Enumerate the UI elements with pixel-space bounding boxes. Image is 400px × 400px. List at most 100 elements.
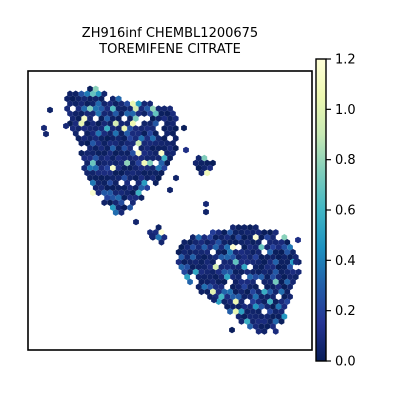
hexbin-cell (247, 273, 253, 281)
hexbin-cell (195, 164, 202, 172)
hexbin-cell (92, 144, 99, 152)
hexbin-cell (287, 243, 293, 251)
hexbin-cell (184, 243, 190, 251)
hexbin-cell (281, 263, 288, 271)
hexbin-cell (227, 268, 233, 276)
hexbin-cell (90, 110, 96, 117)
hexbin-cell (135, 179, 142, 187)
hexbin-cell (158, 110, 165, 117)
hexbin-cell (192, 248, 199, 256)
hexbin-cell (172, 144, 179, 152)
hexbin-cell (118, 159, 125, 167)
hexbin-cell (138, 194, 145, 201)
hexbin-cell (241, 263, 248, 271)
hexbin-cell (278, 258, 285, 266)
hexbin-cell (118, 130, 125, 137)
hexbin-cell (244, 268, 251, 276)
hexbin-cell (230, 283, 236, 291)
hexbin-cell (75, 115, 82, 122)
hexbin-cell (158, 169, 165, 177)
hexbin-cell (87, 85, 93, 93)
hexbin-cell (207, 234, 213, 241)
hexbin-cell (170, 110, 176, 117)
hexbin-cell (110, 184, 116, 192)
hexbin-cell (144, 164, 150, 172)
hexbin-cell (250, 229, 256, 236)
hexbin-cell (118, 140, 125, 147)
hexbin-cell (90, 189, 96, 197)
hexbin-cell (121, 154, 128, 162)
hexbin-cell (267, 258, 273, 266)
hexbin-cell (238, 298, 245, 305)
hexbin-cell (47, 106, 53, 114)
hexbin-cell (252, 224, 259, 231)
hexbin-cell (284, 258, 291, 266)
hexbin-cell (281, 313, 288, 320)
hexbin-cell (272, 229, 279, 236)
hexbin-cell (110, 144, 116, 152)
hexbin-cell (244, 288, 251, 296)
hexbin-cell (130, 199, 136, 206)
hexbin-cell (135, 130, 142, 137)
hexbin-cell (161, 154, 168, 162)
hexbin-cell (67, 110, 73, 117)
hexbin-cell (221, 278, 228, 286)
hexbin-cell (104, 184, 110, 192)
hexbin-cell (195, 253, 202, 261)
hexbin-cell (290, 248, 296, 256)
hexbin-cell (107, 199, 113, 206)
hexbin-cell (250, 278, 256, 286)
hexbin-cell (247, 293, 253, 300)
hexbin-cell (261, 229, 268, 236)
hexbin-cell (147, 110, 153, 117)
hexbin-cell (281, 273, 288, 281)
hexbin-cell (198, 288, 205, 296)
hexbin-cell (95, 100, 102, 107)
hexbin-cell (124, 100, 130, 107)
hexbin-cell (161, 234, 168, 241)
hexbin-cell (87, 164, 93, 172)
hexbin-cell (224, 303, 231, 310)
hexbin-cell (95, 110, 102, 117)
hexbin-cell (292, 273, 299, 281)
hexbin-cell (124, 159, 130, 167)
hexbin-cell (67, 100, 73, 107)
hexbin-cell (212, 263, 219, 271)
colorbar (315, 58, 327, 362)
hexbin-cell (241, 313, 248, 320)
hexbin-cell (158, 159, 165, 167)
hexbin-cell (252, 283, 259, 291)
hexbin-cell (84, 169, 90, 177)
hexbin-cell (121, 125, 128, 132)
hexbin-cell (281, 234, 288, 241)
hexbin-cell (167, 125, 173, 132)
hexbin-cell (270, 234, 276, 241)
hexbin-cell (170, 149, 176, 157)
hexbin-cell (92, 95, 99, 103)
hexbin-cell (164, 149, 170, 157)
hexbin-cell (190, 263, 196, 271)
hexbin-cell (130, 120, 136, 127)
hexbin-cell (241, 303, 248, 310)
hexbin-cell (238, 248, 245, 256)
hexbin-cell (104, 115, 110, 122)
hexbin-cell (244, 318, 251, 325)
hexbin-cell (98, 164, 105, 172)
hexbin-cell (232, 308, 239, 315)
hexbin-cell (238, 288, 245, 296)
hexbin-cell (141, 169, 148, 177)
hexbin-cell (184, 253, 190, 261)
hexbin-cell (155, 234, 162, 241)
hexbin-cell (170, 120, 176, 127)
hexbin-cell (147, 149, 153, 157)
hexbin-cell (107, 189, 113, 197)
hexbin-cell (278, 298, 285, 305)
hexbin-cell (138, 135, 145, 142)
hexbin-cell (278, 239, 285, 246)
hexbin-cell (215, 268, 222, 276)
hexbin-cell (258, 253, 265, 261)
hexbin-cell (255, 258, 262, 266)
hexbin-cell (81, 115, 88, 122)
hexbin-cell (64, 105, 70, 112)
hexbin-cell (198, 248, 205, 256)
